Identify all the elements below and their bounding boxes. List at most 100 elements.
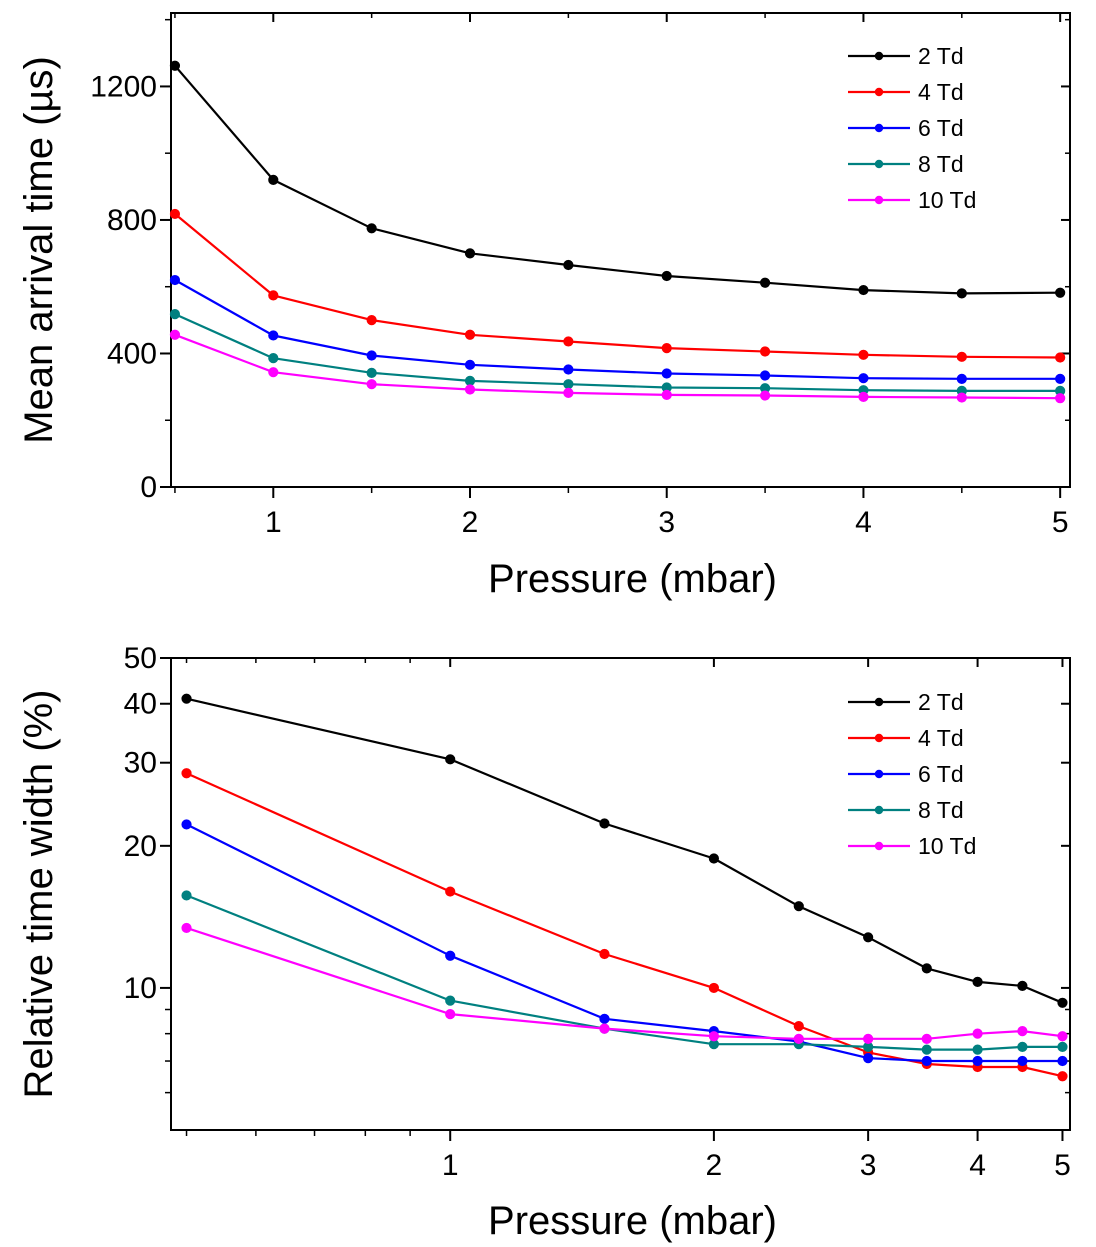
data-point	[464, 329, 476, 340]
data-point	[956, 351, 967, 362]
data-point	[972, 1055, 983, 1067]
data-point	[268, 174, 279, 186]
legend-label: 6 Td	[918, 761, 964, 787]
plot-frame	[170, 12, 1071, 488]
plot-frame	[170, 657, 1071, 1131]
x-tick-label: 4	[855, 506, 872, 539]
x-tick-label: 1	[265, 506, 282, 539]
legend-marker	[874, 805, 884, 815]
series-line	[186, 926, 1063, 1040]
data-point	[169, 329, 181, 340]
data-point	[599, 1023, 610, 1034]
data-point	[858, 349, 869, 360]
legend-marker	[874, 733, 884, 743]
data-point	[793, 901, 804, 912]
data-point	[181, 890, 192, 901]
chart-1: 1 2 3 4 5 0 400 800 1200 Pressure (mbar) Mean arri…	[17, 12, 1071, 601]
data-point	[863, 1033, 874, 1044]
series-line	[174, 313, 1061, 392]
data-point	[181, 819, 192, 830]
x-tick-label: 2	[462, 506, 479, 539]
x-axis-title: Pressure (mbar)	[488, 557, 777, 601]
data-point	[759, 370, 771, 381]
data-point	[972, 1028, 983, 1039]
x-tick-label: 3	[658, 506, 675, 539]
data-point	[921, 1033, 932, 1044]
data-point	[181, 693, 192, 704]
data-point	[1055, 393, 1066, 404]
data-point	[169, 60, 181, 71]
data-point	[445, 1009, 456, 1020]
data-point	[464, 248, 476, 259]
series-line	[174, 279, 1061, 380]
data-point	[464, 359, 476, 370]
data-point	[445, 754, 456, 765]
y-tick-label: 1200	[90, 70, 157, 103]
series-line	[174, 64, 1061, 295]
data-point	[1055, 352, 1066, 363]
data-point	[563, 379, 574, 390]
data-point	[759, 277, 771, 288]
data-point	[464, 384, 476, 395]
data-point	[464, 375, 476, 386]
chart-2: 1 2 3 4 5 10 20 30 40 50 Pressure (mbar) Relative t…	[17, 642, 1071, 1243]
data-point	[1057, 1055, 1068, 1067]
legend-marker	[874, 769, 884, 779]
data-point	[268, 330, 279, 341]
legend-label: 2 Td	[918, 43, 964, 69]
data-point	[921, 1055, 932, 1067]
y-tick-label: 800	[107, 204, 157, 237]
data-point	[793, 1033, 804, 1044]
data-point	[661, 270, 672, 282]
data-point	[268, 353, 279, 364]
series-line	[186, 697, 1063, 1004]
data-point	[858, 391, 869, 402]
data-point	[708, 853, 719, 864]
legend-label: 10 Td	[918, 833, 976, 859]
data-point	[563, 336, 574, 347]
legend-label: 6 Td	[918, 115, 964, 141]
data-point	[661, 368, 672, 379]
legend-label: 4 Td	[918, 725, 964, 751]
data-point	[599, 818, 610, 829]
x-tick-label: 5	[1052, 506, 1069, 539]
data-point	[181, 768, 192, 779]
legend-marker	[874, 51, 884, 61]
data-point	[563, 364, 574, 375]
data-point	[268, 367, 279, 378]
data-point	[956, 373, 967, 384]
data-point	[366, 367, 377, 378]
data-point	[268, 290, 279, 301]
x-tick-label: 3	[860, 1149, 877, 1182]
legend-label: 8 Td	[918, 151, 964, 177]
legend-marker	[874, 697, 884, 707]
series-line	[174, 333, 1061, 400]
data-point	[181, 922, 192, 934]
data-point	[1055, 373, 1066, 384]
x-tick-label: 5	[1054, 1149, 1071, 1182]
data-point	[661, 389, 672, 400]
data-point	[1017, 1041, 1028, 1052]
y-tick-label: 50	[124, 642, 157, 675]
data-point	[759, 390, 771, 401]
data-point	[599, 948, 610, 960]
y-tick-label: 400	[107, 337, 157, 370]
x-tick-label: 1	[442, 1149, 459, 1182]
data-point	[445, 995, 456, 1006]
data-point	[863, 1053, 874, 1064]
data-point	[708, 982, 719, 994]
data-point	[1017, 1026, 1028, 1037]
data-point	[921, 1044, 932, 1055]
series-line	[186, 894, 1063, 1051]
legend-marker	[874, 159, 884, 169]
series-line	[186, 823, 1063, 1063]
legend-marker	[874, 841, 884, 851]
y-tick-label: 20	[124, 830, 157, 863]
y-axis-title: Relative time width (%)	[17, 689, 61, 1098]
data-point	[972, 976, 983, 987]
data-point	[169, 274, 181, 286]
data-point	[366, 314, 377, 326]
data-point	[563, 259, 574, 271]
data-point	[661, 343, 672, 354]
